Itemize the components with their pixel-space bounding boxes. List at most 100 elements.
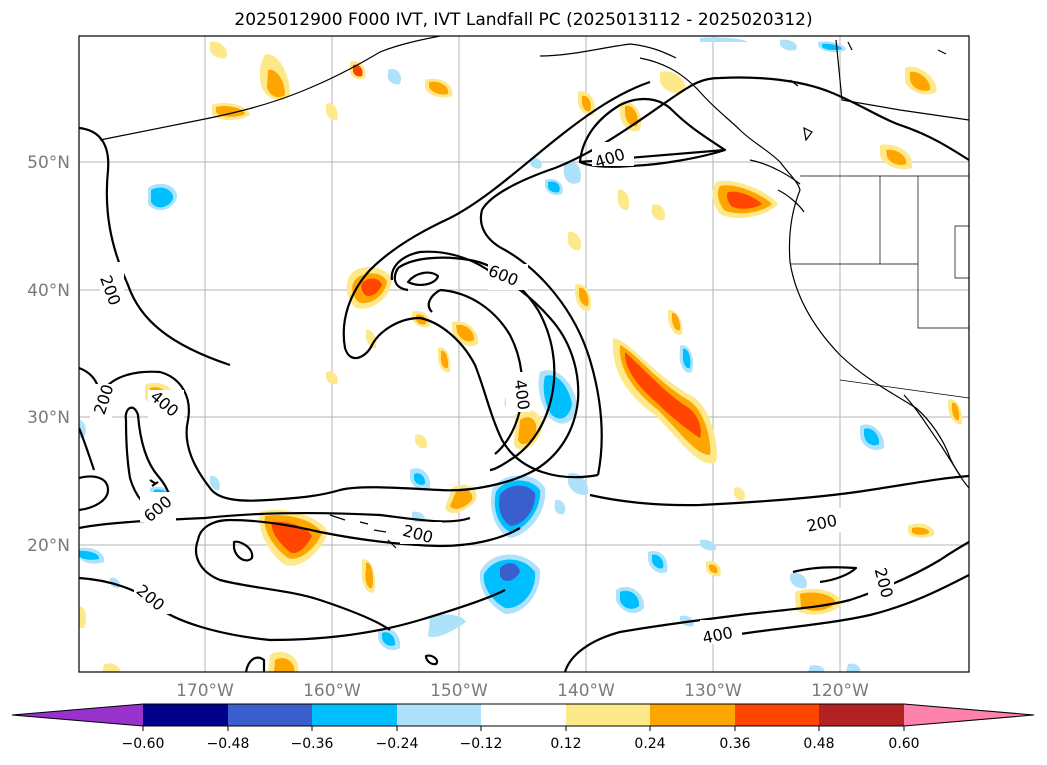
ivt-contour-200	[342, 80, 651, 360]
colorbar-bin	[143, 704, 228, 726]
pc-patch	[382, 632, 396, 646]
coastline-hawaii	[329, 514, 397, 549]
ivt-contour-400	[578, 97, 726, 163]
pc-patch	[429, 81, 449, 95]
latitude-labels: 50°N 40°N 30°N 20°N	[27, 153, 70, 556]
lon-label: 120°W	[811, 681, 869, 701]
pc-patch	[563, 161, 581, 184]
coastline-baja	[903, 394, 963, 479]
pc-patch	[912, 527, 930, 535]
longitude-labels: 170°W 160°W 150°W 140°W 130°W 120°W	[176, 681, 869, 701]
pc-patch	[440, 350, 449, 369]
ivt-contour-600	[424, 654, 439, 666]
pc-patch	[412, 511, 426, 525]
ivt-contour-600	[244, 656, 266, 672]
ivt-contour-400	[439, 269, 580, 492]
ivt-contour-400	[79, 475, 110, 512]
ivt-contour-600	[232, 540, 254, 562]
pc-patch	[414, 434, 428, 449]
pc-patch	[624, 352, 701, 438]
pc-patch	[727, 191, 762, 209]
pc-patch	[414, 473, 426, 485]
map-title: 2025012900 F000 IVT, IVT Landfall PC (20…	[234, 10, 813, 30]
label-mask	[100, 262, 124, 302]
pc-patch	[733, 487, 746, 501]
ivt-contour-200	[563, 541, 969, 672]
lon-label: 140°W	[557, 681, 615, 701]
ivt-contour-200	[79, 126, 231, 367]
pc-patch	[387, 68, 402, 85]
pc-patch	[518, 417, 537, 445]
pc-patch	[780, 39, 797, 51]
pc-patch	[209, 475, 220, 491]
colorbar-extend-high	[904, 704, 1034, 726]
pc-patch	[151, 187, 174, 208]
label-mask	[148, 390, 184, 420]
colorbar-bin	[228, 704, 313, 726]
pc-patch	[617, 189, 630, 211]
pc-patch	[529, 157, 542, 169]
ivt-contour-600	[427, 289, 441, 313]
label-mask	[90, 384, 112, 422]
map-frame	[78, 35, 970, 673]
ivt-contour-200	[79, 511, 471, 530]
pc-patch	[682, 348, 691, 369]
pc-patch	[579, 287, 589, 307]
pc-patch	[361, 278, 382, 296]
pc-patch	[209, 41, 227, 59]
pc-patch	[216, 105, 245, 117]
positive-pc-patches	[79, 41, 963, 672]
colorbar-tick-label: −0.24	[376, 736, 419, 752]
colorbar-tick-label: −0.12	[460, 736, 503, 752]
coastlines	[99, 36, 969, 549]
lon-label: 130°W	[684, 681, 742, 701]
pc-patch	[271, 521, 312, 554]
lat-label: 20°N	[27, 536, 70, 556]
label-mask	[868, 562, 894, 604]
label-mask	[140, 492, 176, 522]
colorbar-ticks	[142, 726, 905, 731]
lon-label: 170°W	[176, 681, 234, 701]
pc-patch	[952, 402, 960, 421]
colorbar-tick-label: −0.36	[291, 736, 334, 752]
coastline-alaska-gulf	[539, 43, 677, 59]
colorbar-extend-low	[12, 704, 143, 726]
pc-patch	[846, 663, 861, 672]
pc-patch	[79, 606, 87, 628]
pc-patch	[651, 204, 666, 221]
pc-patch	[581, 95, 591, 112]
pc-patch	[456, 324, 475, 342]
pc-patch	[274, 658, 295, 672]
coastline-north-america	[639, 57, 969, 489]
label-mask	[592, 142, 634, 166]
colorbar-bin	[819, 704, 904, 726]
coastline-aleutian-chain	[99, 36, 441, 141]
pc-patch	[500, 563, 520, 581]
pc-patch	[267, 69, 285, 98]
pc-patch	[102, 663, 121, 672]
label-mask	[700, 620, 742, 644]
label-mask	[804, 508, 846, 532]
ivt-contour-600	[397, 256, 556, 472]
lon-label: 150°W	[430, 681, 488, 701]
ivt-contour-labels: 200 200 200 200 200 200 400 400 400 400 …	[90, 142, 897, 648]
pc-patch	[79, 550, 100, 560]
pc-patch	[672, 312, 681, 331]
pc-patch	[864, 428, 880, 446]
coastline-small-islands	[789, 41, 947, 142]
border-southwest-states	[917, 264, 969, 329]
ivt-contour-200	[79, 427, 96, 471]
coastline-vancouver-island	[749, 159, 805, 213]
label-mask	[506, 372, 530, 412]
pc-patch	[450, 489, 473, 509]
pc-patch	[567, 473, 589, 495]
pc-patch	[483, 559, 536, 609]
colorbar-bin	[312, 704, 397, 726]
pc-patch	[808, 665, 825, 672]
lat-label: 30°N	[27, 408, 70, 428]
lon-label: 160°W	[303, 681, 361, 701]
contour-label-400: 400	[510, 378, 533, 411]
ivt-contour-600	[149, 479, 159, 487]
pc-patch	[543, 375, 572, 419]
